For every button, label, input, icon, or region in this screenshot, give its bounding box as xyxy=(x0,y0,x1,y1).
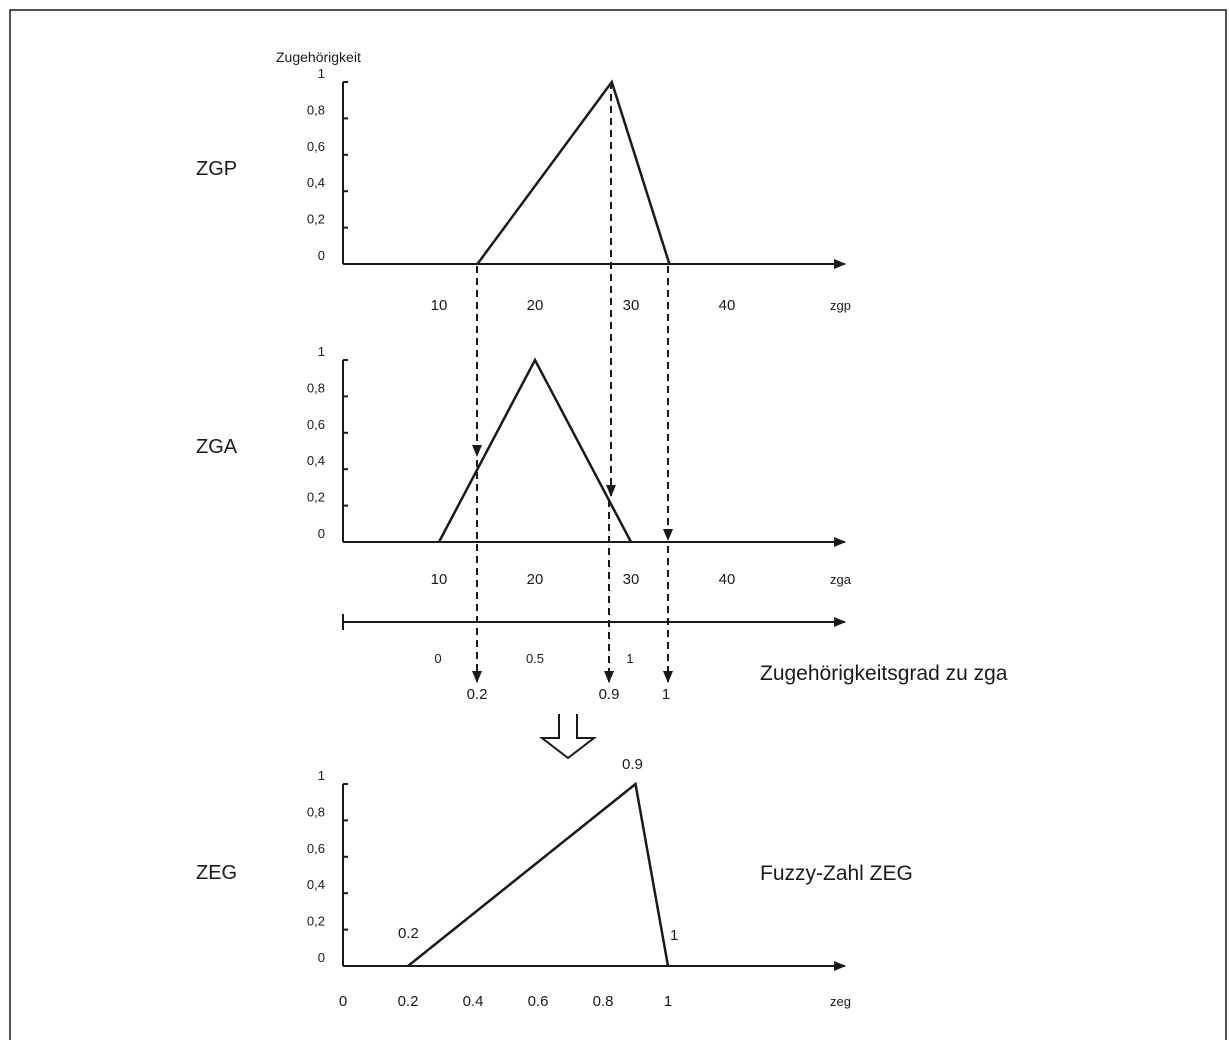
zgp-x-tick-label: 30 xyxy=(623,297,640,314)
zga-membership-line xyxy=(437,357,633,543)
zgp-y-tick-label: 0,8 xyxy=(307,102,325,117)
zeg-x-axis-label: zeg xyxy=(830,994,851,1009)
zgp-y-tick-label: 1 xyxy=(318,66,325,81)
zeg-point-label-0.2: 0.2 xyxy=(398,925,419,942)
zga-y-tick-label: 0 xyxy=(318,526,325,541)
zga-title: ZGA xyxy=(196,436,238,458)
zga-y-tick-label: 0,4 xyxy=(307,453,325,468)
mapped-value-0.2: 0.2 xyxy=(467,686,488,703)
zgp-x-tick-label: 10 xyxy=(431,297,448,314)
zeg-point-label-1: 1 xyxy=(670,927,678,944)
zeg-point-label-0.9: 0.9 xyxy=(622,756,643,773)
zeg-membership-line xyxy=(407,781,670,967)
zgp-y-tick-label: 0,2 xyxy=(307,212,325,227)
zgp-panel: ZGP Zugehörigkeit 0 0,2 0,4 0,6 0,8 1 10 20 30 4… xyxy=(196,49,851,314)
zeg-x-tick-label: 1 xyxy=(664,993,672,1010)
zgp-y-tick-label: 0,6 xyxy=(307,139,325,154)
zgp-y-tick-label: 0 xyxy=(318,248,325,263)
zeg-y-tick-label: 0,2 xyxy=(307,914,325,929)
zga-panel: ZGA 00,20,40,60,81 10 20 30 40 zga 0 0.5 1 … xyxy=(196,344,1008,703)
zgp-title: ZGP xyxy=(196,158,237,180)
zga-y-tick-label: 0,8 xyxy=(307,380,325,395)
zga-x-tick-label: 20 xyxy=(527,571,544,588)
membership-degree-tick-0: 0 xyxy=(434,651,441,666)
projection-arrows xyxy=(472,82,673,683)
membership-degree-axis-label: Zugehörigkeitsgrad zu zga xyxy=(760,662,1008,685)
zeg-y-tick-label: 0 xyxy=(318,950,325,965)
zgp-y-tick-label: 0,4 xyxy=(307,175,325,190)
mapped-value-0.9: 0.9 xyxy=(599,686,620,703)
zeg-x-tick-label: 0.2 xyxy=(398,993,419,1010)
zeg-y-tick-label: 0,6 xyxy=(307,841,325,856)
frame xyxy=(9,9,1227,1040)
zeg-annotation: Fuzzy-Zahl ZEG xyxy=(760,862,913,885)
zgp-membership-line xyxy=(476,79,671,265)
zgp-x-axis-label: zgp xyxy=(830,298,851,313)
zga-y-tick-label: 1 xyxy=(318,344,325,359)
zgp-x-tick-label: 20 xyxy=(527,297,544,314)
zeg-y-tick-label: 0,4 xyxy=(307,877,325,892)
zga-x-tick-label: 40 xyxy=(719,571,736,588)
transition-down-arrow xyxy=(539,714,597,760)
zga-y-tick-label: 0,6 xyxy=(307,417,325,432)
zeg-y-tick-label: 0,8 xyxy=(307,804,325,819)
zeg-y-tick-label: 1 xyxy=(318,768,325,783)
zeg-panel: ZEG 0 0,2 0,4 0,6 0,8 1 0 0.2 0.4 0.6 0.8 1 zeg 0.… xyxy=(196,756,913,1010)
zga-x-tick-label: 30 xyxy=(623,571,640,588)
zga-x-tick-label: 10 xyxy=(431,571,448,588)
zgp-x-tick-label: 40 xyxy=(719,297,736,314)
mapped-value-1: 1 xyxy=(662,686,670,703)
zeg-title: ZEG xyxy=(196,862,237,884)
zeg-x-tick-label: 0.6 xyxy=(528,993,549,1010)
zeg-x-tick-label: 0 xyxy=(339,993,347,1010)
zga-x-axis-label: zga xyxy=(830,572,852,587)
y-axis-label: Zugehörigkeit xyxy=(276,49,361,65)
membership-degree-tick-1: 1 xyxy=(626,651,633,666)
zga-y-tick-label: 0,2 xyxy=(307,490,325,505)
zeg-x-tick-label: 0.8 xyxy=(593,993,614,1010)
zeg-x-tick-label: 0.4 xyxy=(463,993,484,1010)
membership-degree-tick-0.5: 0.5 xyxy=(526,651,544,666)
